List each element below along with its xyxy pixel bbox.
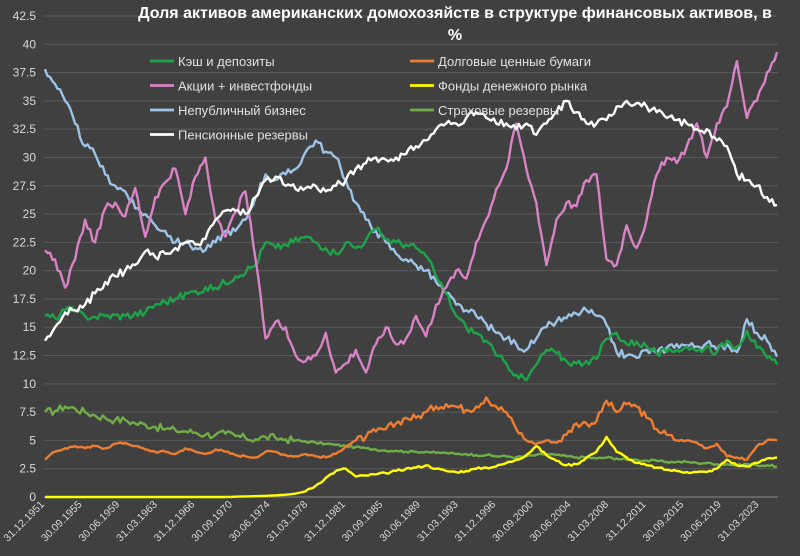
series-line (45, 435, 778, 499)
legend: Кэш и депозиты Долговые ценные бумаги Акци… (150, 54, 591, 143)
y-tick-label: 17.5 (13, 292, 37, 306)
y-tick-label: 10 (23, 377, 37, 391)
y-tick-label: 42.5 (13, 9, 37, 23)
legend-label: Фонды денежного рынка (438, 79, 588, 94)
y-tick-label: 27.5 (13, 179, 37, 193)
series-line (44, 396, 778, 461)
y-tick-label: 5 (29, 433, 36, 447)
series-line (43, 99, 778, 342)
y-tick-label: 30 (23, 150, 37, 164)
chart-title-line2: % (448, 27, 462, 44)
series-line (44, 226, 779, 382)
series-lines (43, 51, 779, 499)
y-tick-label: 20 (23, 264, 37, 278)
y-tick-label: 7.5 (19, 405, 36, 419)
y-tick-label: 37.5 (13, 66, 37, 80)
legend-label: Кэш и депозиты (178, 54, 275, 69)
legend-label: Акции + инвестфонды (178, 79, 312, 94)
chart-title-line1: Доля активов американских домохозяйств в… (138, 5, 772, 22)
series-line (44, 51, 779, 374)
y-axis-ticks: 0 2.5 5 7.5 10 12.5 15 17.5 20 22.5 25 27.5 30 32.5 35… (13, 9, 37, 504)
y-tick-label: 22.5 (13, 235, 37, 249)
legend-label: Непубличный бизнес (178, 103, 306, 118)
y-tick-label: 12.5 (13, 349, 37, 363)
y-tick-label: 2.5 (19, 462, 36, 476)
legend-label: Страховые резервы (438, 103, 559, 118)
y-tick-label: 32.5 (13, 122, 37, 136)
y-tick-label: 35 (23, 94, 37, 108)
y-tick-label: 15 (23, 320, 37, 334)
y-tick-label: 25 (23, 207, 37, 221)
legend-label: Долговые ценные бумаги (438, 54, 591, 69)
y-tick-label: 0 (29, 490, 36, 504)
series-line (44, 404, 778, 469)
gridlines (44, 15, 778, 498)
legend-label: Пенсионные резервы (178, 128, 308, 143)
y-tick-label: 40 (23, 37, 37, 51)
